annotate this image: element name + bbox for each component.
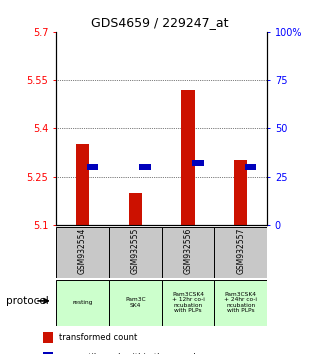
Bar	[129, 193, 142, 225]
Text: resting: resting	[72, 300, 92, 305]
Text: percentile rank within the sample: percentile rank within the sample	[59, 353, 201, 354]
Bar	[192, 160, 204, 166]
Text: Pam3C
SK4: Pam3C SK4	[125, 297, 146, 308]
Bar	[56, 280, 109, 326]
Text: Pam3CSK4
+ 12hr co-i
ncubation
with PLPs: Pam3CSK4 + 12hr co-i ncubation with PLPs	[172, 292, 204, 313]
Bar	[43, 332, 53, 343]
Text: Pam3CSK4
+ 24hr co-i
ncubation
with PLPs: Pam3CSK4 + 24hr co-i ncubation with PLPs	[224, 292, 257, 313]
Bar	[181, 90, 195, 225]
Bar	[87, 164, 98, 170]
Bar	[234, 160, 247, 225]
Text: GSM932554: GSM932554	[78, 228, 87, 274]
Text: GSM932557: GSM932557	[236, 228, 245, 274]
Bar	[56, 227, 109, 278]
Text: GSM932556: GSM932556	[183, 228, 193, 274]
Text: protocol: protocol	[6, 296, 49, 306]
Bar	[214, 227, 267, 278]
Bar	[162, 227, 214, 278]
Bar	[109, 227, 162, 278]
Bar	[214, 280, 267, 326]
Bar	[76, 144, 89, 225]
Text: transformed count: transformed count	[59, 333, 137, 342]
Bar	[43, 352, 53, 354]
Text: GSM932555: GSM932555	[131, 228, 140, 274]
Bar	[162, 280, 214, 326]
Bar	[109, 280, 162, 326]
Text: GDS4659 / 229247_at: GDS4659 / 229247_at	[91, 16, 229, 29]
Bar	[140, 164, 151, 170]
Bar	[245, 164, 256, 170]
